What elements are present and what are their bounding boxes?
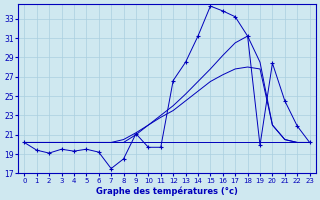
X-axis label: Graphe des températures (°c): Graphe des températures (°c)	[96, 186, 238, 196]
